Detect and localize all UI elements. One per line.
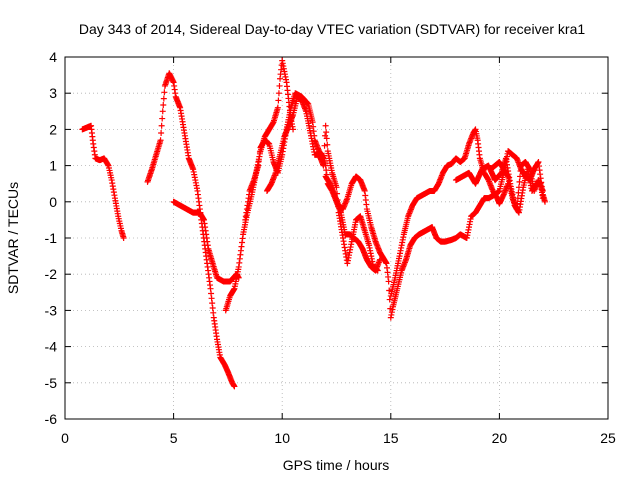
data-layer — [79, 57, 549, 390]
data-point — [322, 122, 329, 129]
data-point — [513, 206, 520, 213]
data-point — [515, 184, 522, 191]
x-tick-label: 5 — [170, 430, 178, 446]
data-point — [514, 195, 521, 202]
chart-title: Day 343 of 2014, Sidereal Day-to-day VTE… — [79, 21, 585, 37]
x-tick-label: 20 — [492, 430, 508, 446]
data-point — [515, 189, 522, 196]
y-axis-label: SDTVAR / TECUs — [5, 182, 21, 294]
y-tick-label: -6 — [45, 411, 58, 427]
x-tick-label: 15 — [383, 430, 399, 446]
y-tick-label: 4 — [49, 49, 57, 65]
data-point — [290, 126, 297, 133]
data-point — [539, 195, 546, 202]
y-tick-label: 3 — [49, 85, 57, 101]
y-tick-label: 2 — [49, 121, 57, 137]
data-point — [386, 296, 393, 303]
data-point — [386, 287, 393, 294]
y-tick-label: 0 — [49, 194, 57, 210]
data-point — [161, 89, 168, 96]
y-tick-label: -2 — [45, 266, 58, 282]
y-tick-label: -1 — [45, 230, 58, 246]
data-point — [385, 278, 392, 285]
x-axis-label: GPS time / hours — [283, 457, 390, 473]
data-point — [157, 137, 164, 144]
data-point — [120, 235, 127, 241]
data-point — [321, 142, 328, 149]
plot-frame — [64, 56, 609, 420]
tick-layer: -6 -5 -4 -3 -2 -1 0 1 2 3 4 0 5 10 15 20 25 — [45, 49, 616, 446]
data-point — [542, 198, 549, 205]
x-tick-label: 25 — [600, 430, 616, 446]
data-point — [517, 173, 524, 180]
data-point — [333, 184, 340, 191]
data-point — [517, 168, 524, 175]
x-tick-label: 10 — [274, 430, 290, 446]
data-point — [160, 95, 167, 102]
data-point — [539, 187, 546, 194]
data-point — [158, 122, 165, 129]
data-point — [516, 178, 523, 185]
data-point — [158, 130, 165, 137]
data-point — [514, 200, 521, 207]
y-tick-label: -3 — [45, 302, 58, 318]
data-point — [275, 90, 282, 97]
x-tick-label: 0 — [61, 430, 69, 446]
data-point — [324, 141, 331, 148]
data-point — [274, 104, 281, 111]
data-point — [275, 97, 282, 104]
data-point — [276, 82, 283, 89]
y-tick-label: -5 — [45, 375, 58, 391]
y-tick-label: -4 — [45, 339, 58, 355]
y-tick-label: 1 — [49, 158, 57, 174]
grid-layer — [64, 56, 609, 420]
data-point — [159, 108, 166, 115]
data-point — [159, 115, 166, 122]
data-point — [323, 129, 330, 136]
data-point — [320, 162, 327, 169]
data-point — [231, 383, 238, 390]
data-point — [323, 135, 330, 142]
data-point — [374, 267, 381, 274]
data-point — [160, 101, 167, 108]
